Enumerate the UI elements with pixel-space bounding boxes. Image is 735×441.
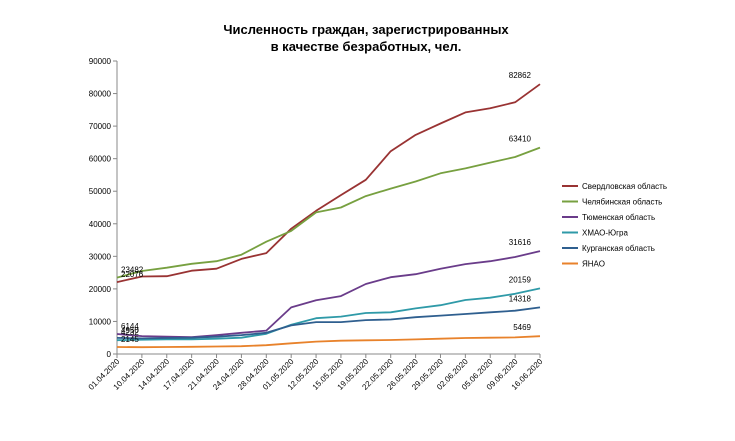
data-label: 14318 [509,294,532,303]
legend-entry-label: Тюменская область [582,213,655,222]
legend-entry-label: ХМАО-Югра [582,229,628,238]
data-label: 4950 [121,326,139,335]
legend-entry-label: Свердловская область [582,182,667,191]
y-tick-label: 60000 [89,155,112,164]
data-label: 2145 [121,335,139,344]
data-label: 5469 [513,323,531,332]
legend-entry-label: Курганская область [582,244,655,253]
series-line-5 [116,306,541,340]
chart-title-line-2: в качестве безработных, чел. [271,39,462,54]
data-label: 22076 [121,270,144,279]
chart-series [116,83,541,349]
y-tick-label: 0 [107,350,112,359]
y-tick-label: 20000 [89,285,112,294]
y-tick-label: 30000 [89,252,112,261]
series-line-6 [116,335,541,349]
y-tick-label: 80000 [89,90,112,99]
y-tick-label: 90000 [89,57,112,66]
legend-entry-label: Челябинская область [582,198,662,207]
y-tick-label: 10000 [89,317,112,326]
data-label: 23482 [121,266,144,275]
data-label: 63410 [509,135,532,144]
data-label: 82862 [509,71,532,80]
chart-legend: Свердловская область Челябинская область Т… [562,182,667,269]
series-line-3 [116,250,541,339]
data-label: 4232 [121,328,139,337]
y-tick-label: 50000 [89,187,112,196]
series-line-1 [116,83,541,283]
chart-title: Численность граждан, зарегистрированных … [223,22,509,54]
y-tick-label: 70000 [89,122,112,131]
data-label: 6144 [121,322,139,331]
data-label: 20159 [509,275,532,284]
chart-data-labels: 22076 82862 23482 63410 6144 31616 4232 20159 49… [121,71,532,344]
data-label: 31616 [509,238,532,247]
legend-entry-label: ЯНАО [582,260,605,269]
series-line-4 [116,287,541,342]
series-line-2 [116,146,541,279]
y-tick-label: 40000 [89,220,112,229]
chart-title-line-1: Численность граждан, зарегистрированных [223,22,509,37]
